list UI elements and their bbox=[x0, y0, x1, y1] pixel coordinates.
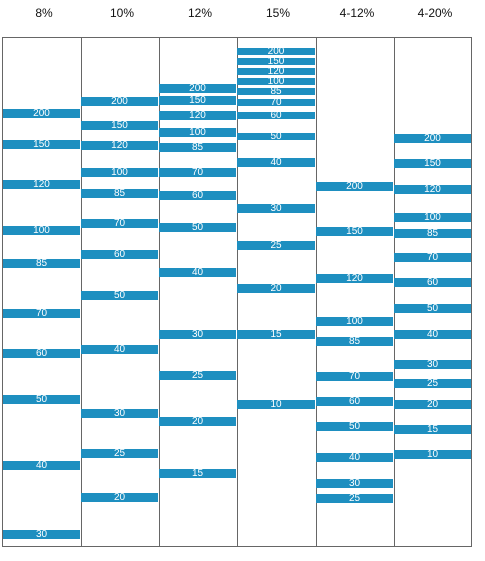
gel-frame: 200 150 120 100 85 70 60 50 40 30 200 150 120 100 85 70… bbox=[2, 37, 472, 547]
band-10kda: 10 bbox=[394, 450, 471, 459]
lane-header-10pct: 10% bbox=[109, 6, 135, 20]
band-60kda: 60 bbox=[394, 278, 471, 287]
band-120kda: 120 bbox=[3, 180, 80, 189]
lane-divider bbox=[394, 38, 395, 546]
band-200kda: 200 bbox=[159, 84, 236, 93]
band-150kda: 150 bbox=[81, 121, 158, 130]
lane-divider bbox=[159, 38, 160, 546]
band-120kda: 120 bbox=[81, 141, 158, 150]
lane-header-15pct: 15% bbox=[265, 6, 291, 20]
lane-header-12pct: 12% bbox=[187, 6, 213, 20]
band-200kda: 200 bbox=[394, 134, 471, 143]
band-120kda: 120 bbox=[394, 185, 471, 194]
band-120kda: 120 bbox=[159, 111, 236, 120]
band-50kda: 50 bbox=[81, 291, 158, 300]
band-85kda: 85 bbox=[159, 143, 236, 152]
band-30kda: 30 bbox=[394, 360, 471, 369]
lane-header-4-12pct: 4-12% bbox=[339, 6, 375, 20]
band-100kda: 100 bbox=[3, 226, 80, 235]
band-150kda: 150 bbox=[394, 159, 471, 168]
lane-divider bbox=[316, 38, 317, 546]
band-200kda: 200 bbox=[237, 48, 315, 55]
band-20kda: 20 bbox=[159, 417, 236, 426]
band-30kda: 30 bbox=[3, 530, 80, 539]
band-50kda: 50 bbox=[159, 223, 236, 232]
band-40kda: 40 bbox=[159, 268, 236, 277]
band-100kda: 100 bbox=[316, 317, 393, 326]
lane-header-4-20pct: 4-20% bbox=[417, 6, 453, 20]
band-100kda: 100 bbox=[159, 128, 236, 137]
band-120kda: 120 bbox=[237, 68, 315, 75]
band-30kda: 30 bbox=[316, 479, 393, 488]
band-200kda: 200 bbox=[3, 109, 80, 118]
band-25kda: 25 bbox=[316, 494, 393, 503]
band-100kda: 100 bbox=[237, 78, 315, 85]
band-70kda: 70 bbox=[394, 253, 471, 262]
band-40kda: 40 bbox=[237, 158, 315, 167]
band-30kda: 30 bbox=[159, 330, 236, 339]
band-150kda: 150 bbox=[316, 227, 393, 236]
band-20kda: 20 bbox=[394, 400, 471, 409]
band-50kda: 50 bbox=[316, 422, 393, 431]
band-70kda: 70 bbox=[159, 168, 236, 177]
band-60kda: 60 bbox=[316, 397, 393, 406]
band-25kda: 25 bbox=[237, 241, 315, 250]
band-85kda: 85 bbox=[237, 88, 315, 95]
band-70kda: 70 bbox=[237, 99, 315, 106]
lane-header-8pct: 8% bbox=[35, 6, 53, 20]
band-150kda: 150 bbox=[237, 58, 315, 65]
band-40kda: 40 bbox=[81, 345, 158, 354]
band-100kda: 100 bbox=[81, 168, 158, 177]
band-50kda: 50 bbox=[237, 133, 315, 140]
band-70kda: 70 bbox=[81, 219, 158, 228]
band-85kda: 85 bbox=[316, 337, 393, 346]
band-30kda: 30 bbox=[237, 204, 315, 213]
band-15kda: 15 bbox=[394, 425, 471, 434]
band-25kda: 25 bbox=[81, 449, 158, 458]
band-150kda: 150 bbox=[3, 140, 80, 149]
band-15kda: 15 bbox=[159, 469, 236, 478]
band-20kda: 20 bbox=[81, 493, 158, 502]
band-200kda: 200 bbox=[316, 182, 393, 191]
band-85kda: 85 bbox=[394, 229, 471, 238]
band-85kda: 85 bbox=[81, 189, 158, 198]
band-40kda: 40 bbox=[3, 461, 80, 470]
band-20kda: 20 bbox=[237, 284, 315, 293]
band-30kda: 30 bbox=[81, 409, 158, 418]
band-50kda: 50 bbox=[394, 304, 471, 313]
band-60kda: 60 bbox=[237, 112, 315, 119]
band-100kda: 100 bbox=[394, 213, 471, 222]
band-25kda: 25 bbox=[394, 379, 471, 388]
band-40kda: 40 bbox=[316, 453, 393, 462]
band-120kda: 120 bbox=[316, 274, 393, 283]
band-70kda: 70 bbox=[3, 309, 80, 318]
band-60kda: 60 bbox=[81, 250, 158, 259]
band-50kda: 50 bbox=[3, 395, 80, 404]
band-70kda: 70 bbox=[316, 372, 393, 381]
band-85kda: 85 bbox=[3, 259, 80, 268]
band-200kda: 200 bbox=[81, 97, 158, 106]
band-60kda: 60 bbox=[159, 191, 236, 200]
band-40kda: 40 bbox=[394, 330, 471, 339]
band-150kda: 150 bbox=[159, 96, 236, 105]
band-10kda: 10 bbox=[237, 400, 315, 409]
band-25kda: 25 bbox=[159, 371, 236, 380]
band-60kda: 60 bbox=[3, 349, 80, 358]
band-15kda: 15 bbox=[237, 330, 315, 339]
